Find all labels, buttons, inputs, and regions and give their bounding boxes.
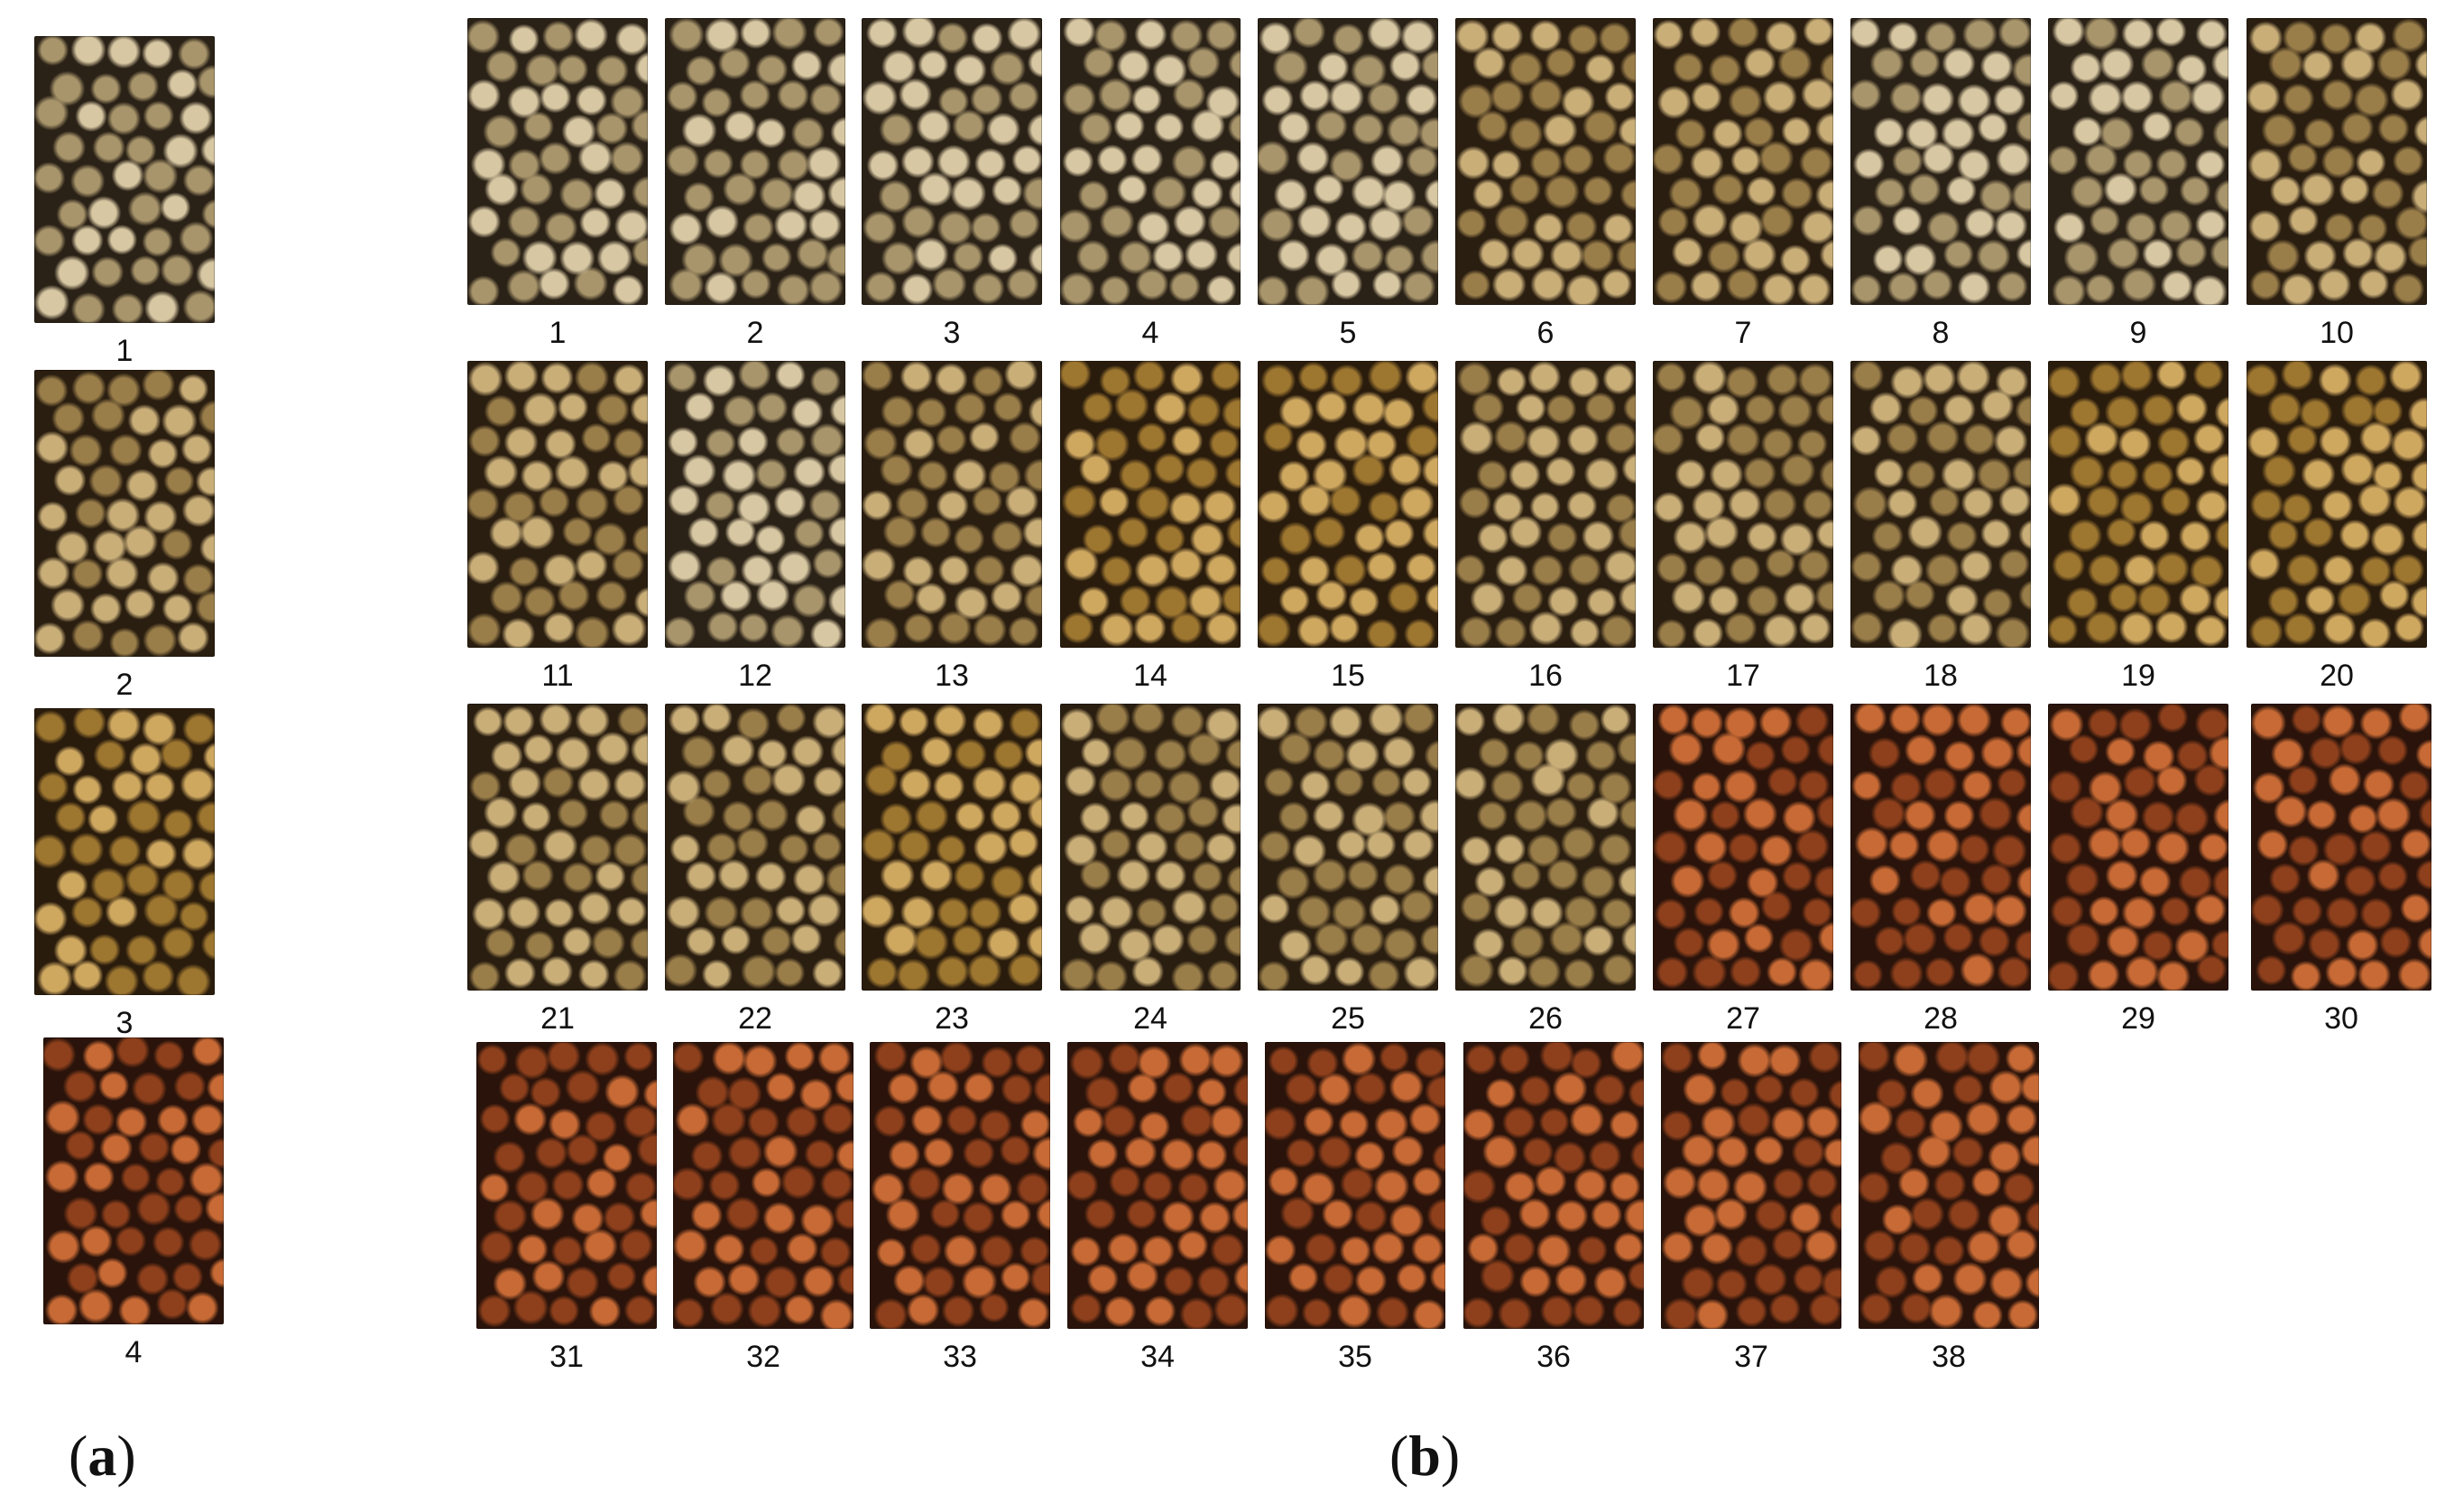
panel-b-sample-number: 1 [549,316,567,350]
panel-b-sample-number: 17 [1726,659,1760,693]
panel-b-grain-image [467,18,648,305]
panel-b-grain-image [1265,1042,1445,1329]
panel-b-sample-number: 13 [935,659,969,693]
panel-b-grain-image [1463,1042,1644,1329]
panel-b-grain-image [2247,18,2427,305]
panel-b-sample-number: 25 [1331,1001,1365,1036]
panel-b-grain-image [1455,361,1636,648]
panel-b-sample-number: 24 [1133,1001,1167,1036]
panel-b-grain-image [1653,361,1833,648]
panel-b-grain-image [1850,18,2031,305]
panel-b-grain-image [1850,361,2031,648]
panel-b-sample-number: 18 [1924,659,1958,693]
panel-b-grain-image [862,704,1042,991]
panel-b-sample-number: 33 [943,1340,977,1374]
panel-b-grain-image [1661,1042,1841,1329]
panel-b-sample-number: 36 [1536,1340,1571,1374]
panel-b-grain-image [665,18,845,305]
panel-b-sample-number: 8 [1932,316,1950,350]
panel-b-sample-number: 27 [1726,1001,1760,1036]
panel-b-grain-image [1455,704,1636,991]
panel-b-sample-number: 9 [2129,316,2147,350]
panel-b-sample-number: 29 [2121,1001,2155,1036]
panel-b-grain-image [1653,18,1833,305]
panel-b-grain-image [1060,18,1241,305]
panel-b-sample-number: 7 [1734,316,1752,350]
panel-b-sample-number: 2 [746,316,764,350]
panel-b-sample-number: 30 [2324,1001,2358,1036]
panel-a-grain-image [34,36,215,323]
panel-a-sample-number: 4 [125,1335,143,1369]
panel-b-grain-image [2048,704,2228,991]
panel-b-sample-number: 20 [2320,659,2354,693]
panel-b-sample-number: 35 [1338,1340,1372,1374]
panel-b-grain-image [1455,18,1636,305]
panel-b-sample-number: 22 [738,1001,772,1036]
panel-b-label: (b) [1389,1424,1461,1488]
panel-b-sample-number: 11 [541,659,574,693]
panel-b-grain-image [1258,704,1438,991]
panel-a-grain-image [34,708,215,995]
panel-a-sample-number: 3 [115,1006,134,1040]
panel-b-grain-image [476,1042,657,1329]
panel-b-grain-image [673,1042,853,1329]
panel-b-grain-image [2048,361,2228,648]
panel-b-grain-image [2251,704,2431,991]
panel-b-grain-image [2048,18,2228,305]
panel-b-grain-image [1060,704,1241,991]
panel-b-sample-number: 34 [1140,1340,1175,1374]
panel-b-sample-number: 21 [540,1001,575,1036]
panel-b-grain-image [1850,704,2031,991]
panel-b-grain-image [467,704,648,991]
panel-b-sample-number: 12 [738,659,772,693]
panel-b-sample-number: 38 [1932,1340,1966,1374]
panel-b-grain-image [1859,1042,2039,1329]
panel-b-grain-image [2247,361,2427,648]
panel-b-sample-number: 19 [2121,659,2155,693]
panel-b-sample-number: 15 [1331,659,1365,693]
panel-a-grain-image [34,370,215,657]
panel-b-sample-number: 37 [1734,1340,1768,1374]
panel-b-sample-number: 5 [1339,316,1357,350]
panel-b-grain-image [1067,1042,1248,1329]
panel-b-grain-image [665,704,845,991]
panel-b-grain-image [467,361,648,648]
panel-b-grain-image [862,18,1042,305]
panel-b-grain-image [1653,704,1833,991]
panel-b-sample-number: 4 [1141,316,1159,350]
panel-b-grain-image [1258,18,1438,305]
panel-b-sample-number: 6 [1536,316,1555,350]
panel-b-sample-number: 10 [2320,316,2354,350]
panel-b-sample-number: 3 [943,316,961,350]
panel-b-sample-number: 16 [1528,659,1563,693]
panel-b-sample-number: 14 [1133,659,1167,693]
panel-b-grain-image [870,1042,1050,1329]
panel-a-sample-number: 2 [115,668,134,702]
panel-a-grain-image [43,1037,224,1324]
panel-b-grain-image [1258,361,1438,648]
panel-b-grain-image [862,361,1042,648]
panel-a-sample-number: 1 [115,334,134,368]
panel-b-sample-number: 31 [549,1340,584,1374]
panel-b-sample-number: 28 [1924,1001,1958,1036]
panel-b-grain-image [665,361,845,648]
panel-a-label: (a) [69,1424,136,1488]
panel-b-sample-number: 23 [935,1001,969,1036]
panel-b-sample-number: 26 [1528,1001,1563,1036]
panel-b-grain-image [1060,361,1241,648]
panel-b-sample-number: 32 [746,1340,780,1374]
